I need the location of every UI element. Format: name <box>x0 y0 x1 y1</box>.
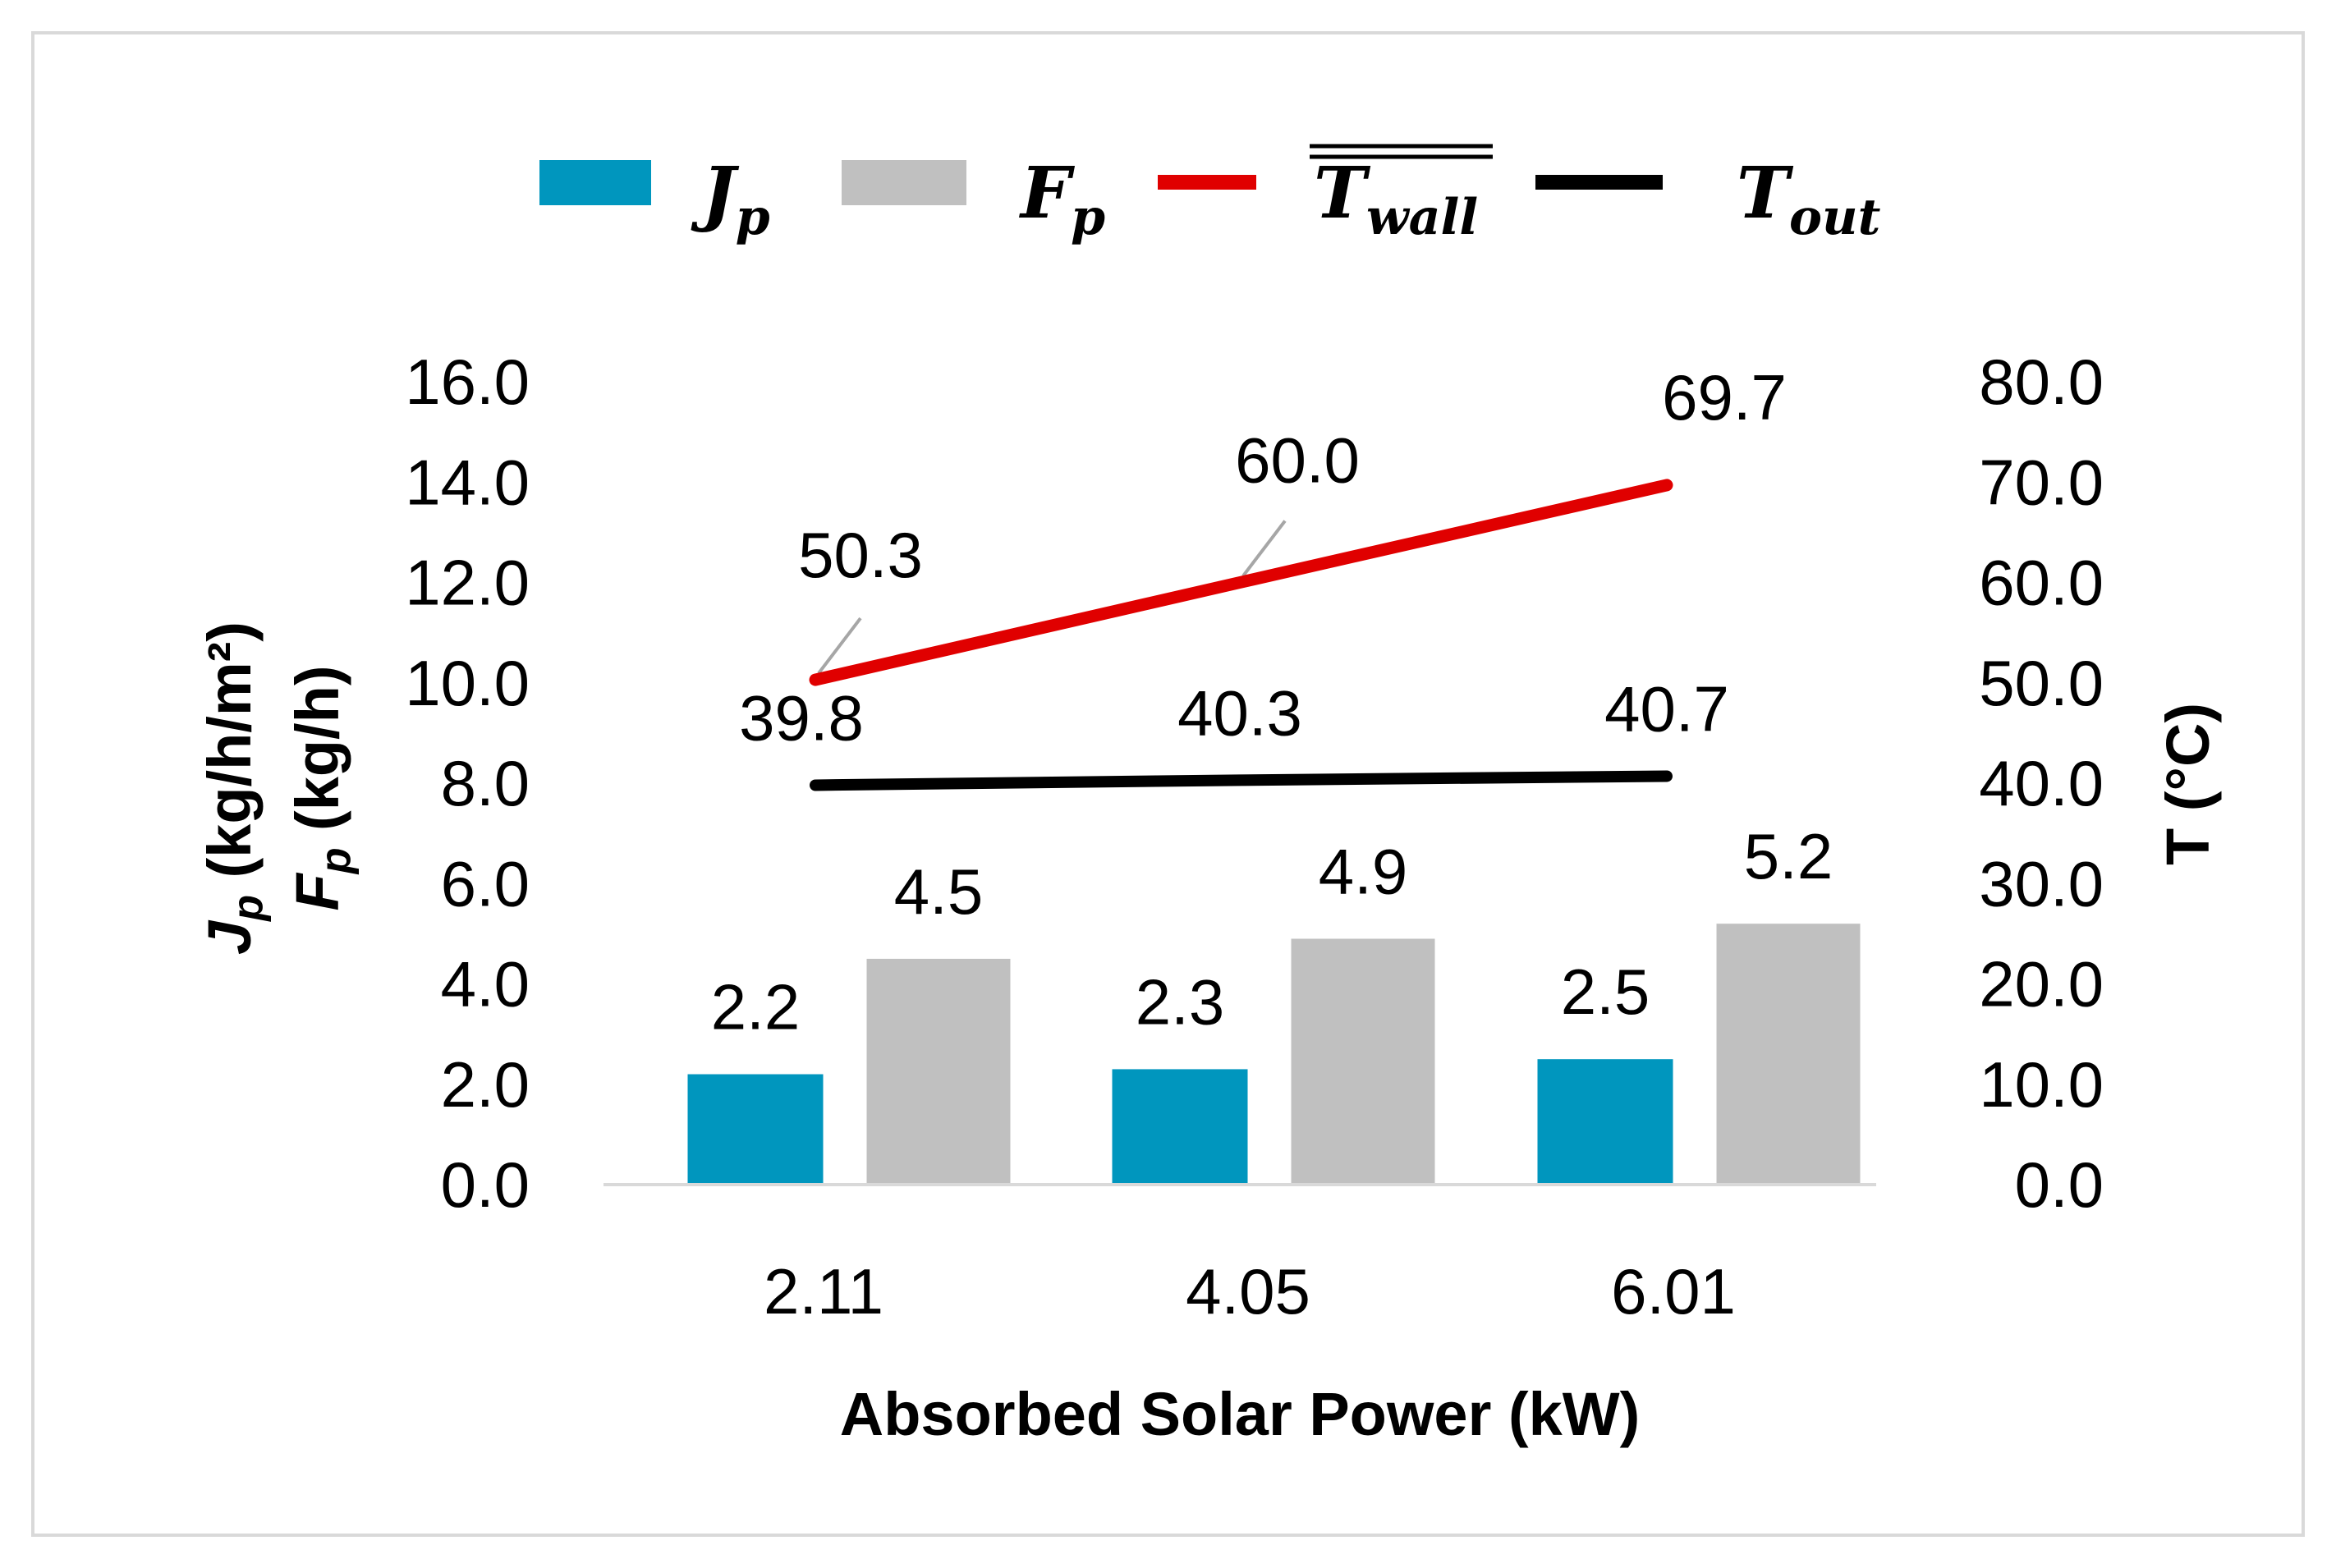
leader-line-twall <box>817 617 862 675</box>
left-tick-label: 6.0 <box>441 847 530 919</box>
right-tick-label: 70.0 <box>1979 446 2104 518</box>
bar-label-jp: 2.3 <box>1136 965 1224 1038</box>
right-tick-label: 40.0 <box>1979 747 2104 819</box>
right-axis-title: T (°C) <box>2154 703 2222 865</box>
leader-line-twall <box>1241 520 1287 577</box>
left-tick-label: 10.0 <box>405 647 530 719</box>
left-tick-label: 12.0 <box>405 547 530 619</box>
right-tick-label: 60.0 <box>1979 547 2104 619</box>
bar-jp <box>1537 1059 1673 1185</box>
legend-label-tout: Tout <box>1737 152 1881 246</box>
bar-fp <box>1716 924 1861 1185</box>
legend-label-twall: Twall <box>1314 152 1478 246</box>
right-tick-label: 50.0 <box>1979 647 2104 719</box>
left-axis-ticks: 0.0 2.0 4.0 6.0 8.0 10.0 12.0 14.0 16.0 <box>405 346 530 1221</box>
line-series-tout <box>810 770 1673 791</box>
right-tick-label: 80.0 <box>1979 346 2104 418</box>
line-series-twall <box>809 479 1673 686</box>
bar-fp <box>1291 938 1435 1185</box>
x-category-label: 4.05 <box>1186 1255 1310 1327</box>
x-category-label: 2.11 <box>764 1255 883 1327</box>
bar-label-jp: 2.5 <box>1561 956 1650 1028</box>
leader-lines <box>817 520 1287 675</box>
x-axis-categories: 2.11 4.05 6.01 <box>764 1255 1736 1327</box>
legend: Jp Fp Twall Tout <box>539 144 1881 246</box>
legend-swatch-jp <box>539 160 651 205</box>
line-label-tout: 40.3 <box>1177 676 1302 749</box>
right-tick-label: 30.0 <box>1979 847 2104 919</box>
left-tick-label: 16.0 <box>405 346 530 418</box>
left-axis-title-line2: Fp (kg/h) <box>283 666 360 911</box>
left-tick-label: 14.0 <box>405 446 530 518</box>
bar-label-fp: 4.5 <box>894 855 983 928</box>
bar-fp <box>866 958 1011 1185</box>
legend-swatch-fp <box>842 160 966 205</box>
left-axis-title-line1: Jp (kg/h/m²) <box>195 621 272 955</box>
bar-jp <box>1112 1069 1248 1185</box>
legend-label-jp: Jp <box>691 152 770 246</box>
right-tick-label: 0.0 <box>2015 1148 2104 1221</box>
line-label-tout: 39.8 <box>739 681 864 754</box>
bar-label-jp: 2.2 <box>711 971 800 1043</box>
right-tick-label: 10.0 <box>1979 1048 2104 1121</box>
left-tick-label: 0.0 <box>441 1148 530 1221</box>
series-lines <box>809 479 1673 791</box>
line-label-tout: 40.7 <box>1604 672 1729 745</box>
data-labels: 2.2 2.3 2.5 4.5 4.9 5.2 50.3 60.0 69.7 39.8 40.3 40… <box>711 361 1833 1043</box>
bar-label-fp: 5.2 <box>1744 820 1833 892</box>
x-category-label: 6.01 <box>1611 1255 1736 1327</box>
left-tick-label: 4.0 <box>441 948 530 1020</box>
line-label-twall: 50.3 <box>798 519 923 591</box>
right-tick-label: 20.0 <box>1979 948 2104 1020</box>
bars <box>687 924 1861 1185</box>
line-label-twall: 60.0 <box>1235 424 1360 497</box>
left-tick-label: 8.0 <box>441 747 530 819</box>
left-tick-label: 2.0 <box>441 1048 530 1121</box>
right-axis-ticks: 0.0 10.0 20.0 30.0 40.0 50.0 60.0 70.0 80.0 <box>1979 346 2104 1221</box>
line-label-twall: 69.7 <box>1662 361 1787 433</box>
bar-jp <box>687 1074 824 1185</box>
bar-label-fp: 4.9 <box>1319 835 1407 907</box>
x-axis-title: Absorbed Solar Power (kW) <box>840 1380 1640 1448</box>
legend-label-fp: Fp <box>1018 152 1105 246</box>
